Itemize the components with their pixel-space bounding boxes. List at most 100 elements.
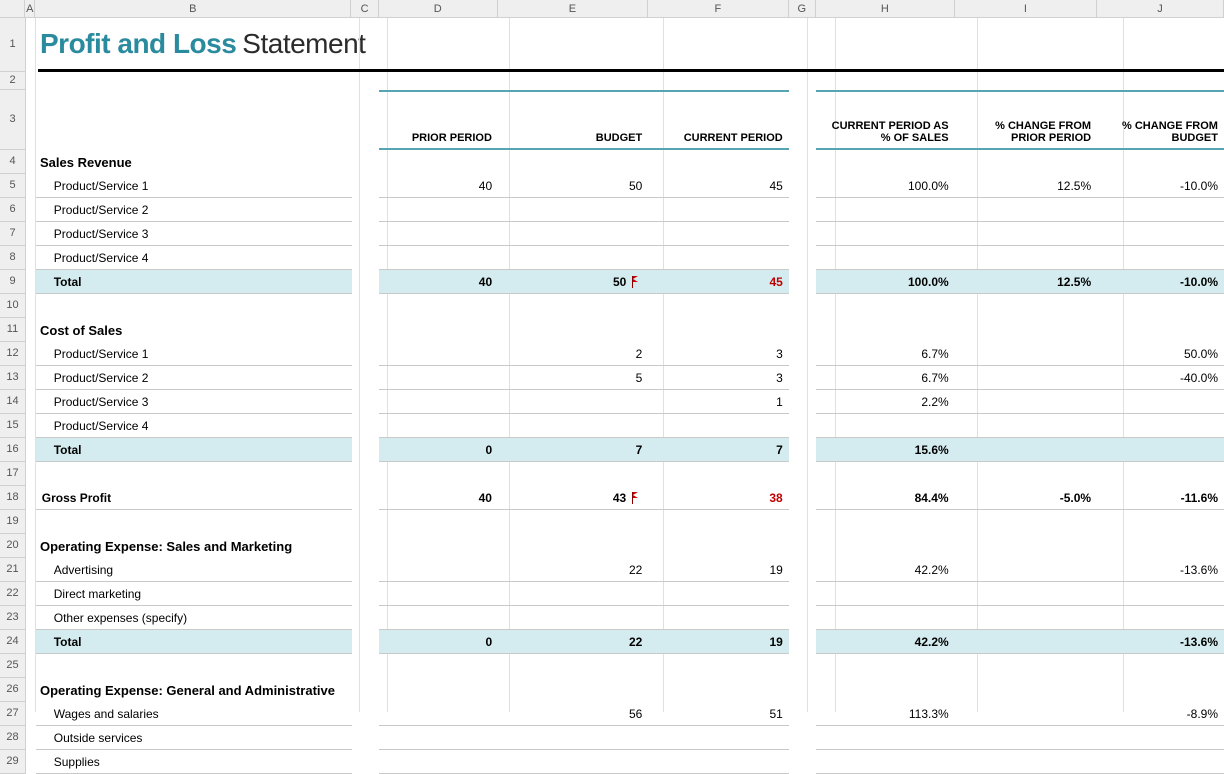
col-G[interactable]: G: [789, 0, 816, 17]
line-item-B[interactable]: Product/Service 1: [54, 347, 149, 361]
line-item-B[interactable]: Other expenses (specify): [54, 611, 187, 625]
total-row-E[interactable]: 22: [629, 635, 642, 649]
line-item-F[interactable]: 19: [770, 563, 783, 577]
total-row-H[interactable]: 100.0%: [908, 275, 949, 289]
row-11[interactable]: 11: [0, 318, 26, 342]
total-row-B[interactable]: Total: [54, 275, 82, 289]
worksheet[interactable]: Profit and Loss Statement PRIOR PERIOD B…: [26, 18, 1224, 712]
row-29[interactable]: 29: [0, 750, 26, 774]
total-row-F[interactable]: 45: [770, 275, 783, 289]
total-row-D[interactable]: 40: [479, 275, 492, 289]
row-22[interactable]: 22: [0, 582, 26, 606]
line-item-H[interactable]: 100.0%: [908, 179, 949, 193]
line-item-B[interactable]: Product/Service 2: [54, 371, 149, 385]
line-item-E[interactable]: 56: [629, 707, 642, 721]
row-12[interactable]: 12: [0, 342, 26, 366]
row-10[interactable]: 10: [0, 294, 26, 318]
hdr-pct-prior[interactable]: % CHANGE FROM PRIOR PERIOD: [955, 90, 1097, 150]
line-item-F[interactable]: 1: [776, 395, 783, 409]
line-item-H[interactable]: 2.2%: [921, 395, 948, 409]
section-title[interactable]: Sales Revenue: [36, 150, 360, 174]
row-9[interactable]: 9: [0, 270, 26, 294]
gross-profit-row-B[interactable]: Gross Profit: [42, 491, 111, 505]
line-item-E[interactable]: 2: [636, 347, 643, 361]
total-row-E[interactable]: 50: [613, 275, 626, 289]
line-item-D[interactable]: 40: [479, 179, 492, 193]
line-item-F[interactable]: 3: [776, 371, 783, 385]
section-title[interactable]: Operating Expense: Sales and Marketing: [36, 534, 360, 558]
total-row-I[interactable]: 12.5%: [1057, 275, 1091, 289]
hdr-prior-period[interactable]: PRIOR PERIOD: [379, 90, 498, 150]
col-A[interactable]: A: [25, 0, 35, 17]
total-row-E[interactable]: 7: [636, 443, 643, 457]
row-20[interactable]: 20: [0, 534, 26, 558]
line-item-H[interactable]: 6.7%: [921, 371, 948, 385]
hdr-budget[interactable]: BUDGET: [498, 90, 648, 150]
line-item-B[interactable]: Direct marketing: [54, 587, 141, 601]
line-item-H[interactable]: 113.3%: [909, 707, 949, 721]
row-3[interactable]: 3: [0, 90, 26, 150]
col-I[interactable]: I: [955, 0, 1098, 17]
line-item-E[interactable]: 50: [629, 179, 642, 193]
gross-profit-row-I[interactable]: -5.0%: [1060, 491, 1091, 505]
row-5[interactable]: 5: [0, 174, 26, 198]
total-row-H[interactable]: 15.6%: [915, 443, 949, 457]
line-item-B[interactable]: Product/Service 4: [54, 419, 149, 433]
line-item-B[interactable]: Product/Service 2: [54, 203, 149, 217]
col-C[interactable]: C: [351, 0, 378, 17]
line-item-J[interactable]: 50.0%: [1184, 347, 1218, 361]
gross-profit-row-F[interactable]: 38: [769, 491, 782, 505]
row-23[interactable]: 23: [0, 606, 26, 630]
line-item-B[interactable]: Outside services: [54, 731, 143, 745]
gross-profit-row-D[interactable]: 40: [479, 491, 492, 505]
line-item-J[interactable]: -40.0%: [1180, 371, 1218, 385]
line-item-F[interactable]: 3: [776, 347, 783, 361]
line-item-B[interactable]: Product/Service 3: [54, 227, 149, 241]
row-2[interactable]: 2: [0, 72, 26, 90]
row-25[interactable]: 25: [0, 654, 26, 678]
row-26[interactable]: 26: [0, 678, 26, 702]
section-title[interactable]: Operating Expense: General and Administr…: [36, 678, 360, 702]
col-B[interactable]: B: [35, 0, 351, 17]
row-4[interactable]: 4: [0, 150, 26, 174]
hdr-pct-sales[interactable]: CURRENT PERIOD AS % OF SALES: [816, 90, 955, 150]
total-row-B[interactable]: Total: [54, 635, 82, 649]
total-row-J[interactable]: -10.0%: [1180, 275, 1218, 289]
total-row-H[interactable]: 42.2%: [915, 635, 949, 649]
total-row-F[interactable]: 19: [770, 635, 783, 649]
gross-profit-row-J[interactable]: -11.6%: [1181, 491, 1218, 505]
line-item-B[interactable]: Wages and salaries: [54, 707, 159, 721]
total-row-D[interactable]: 0: [485, 635, 492, 649]
line-item-E[interactable]: 5: [636, 371, 643, 385]
row-14[interactable]: 14: [0, 390, 26, 414]
row-28[interactable]: 28: [0, 726, 26, 750]
line-item-J[interactable]: -13.6%: [1180, 563, 1218, 577]
total-row-D[interactable]: 0: [485, 443, 492, 457]
line-item-B[interactable]: Product/Service 4: [54, 251, 149, 265]
col-J[interactable]: J: [1097, 0, 1224, 17]
line-item-J[interactable]: -8.9%: [1187, 707, 1218, 721]
corner-cell[interactable]: [0, 0, 25, 17]
section-title[interactable]: Cost of Sales: [36, 318, 360, 342]
col-E[interactable]: E: [498, 0, 648, 17]
row-18[interactable]: 18: [0, 486, 26, 510]
total-row-J[interactable]: -13.6%: [1180, 635, 1218, 649]
gross-profit-row-E[interactable]: 43: [613, 491, 626, 505]
line-item-E[interactable]: 22: [629, 563, 642, 577]
row-21[interactable]: 21: [0, 558, 26, 582]
line-item-H[interactable]: 6.7%: [921, 347, 948, 361]
row-1[interactable]: 1: [0, 18, 26, 72]
line-item-B[interactable]: Supplies: [54, 755, 100, 769]
line-item-F[interactable]: 45: [770, 179, 783, 193]
line-item-B[interactable]: Product/Service 1: [54, 179, 149, 193]
row-19[interactable]: 19: [0, 510, 26, 534]
line-item-B[interactable]: Product/Service 3: [54, 395, 149, 409]
row-13[interactable]: 13: [0, 366, 26, 390]
row-6[interactable]: 6: [0, 198, 26, 222]
hdr-pct-budget[interactable]: % CHANGE FROM BUDGET: [1097, 90, 1224, 150]
hdr-current-period[interactable]: CURRENT PERIOD: [648, 90, 789, 150]
row-8[interactable]: 8: [0, 246, 26, 270]
row-27[interactable]: 27: [0, 702, 26, 726]
line-item-J[interactable]: -10.0%: [1180, 179, 1218, 193]
row-17[interactable]: 17: [0, 462, 26, 486]
